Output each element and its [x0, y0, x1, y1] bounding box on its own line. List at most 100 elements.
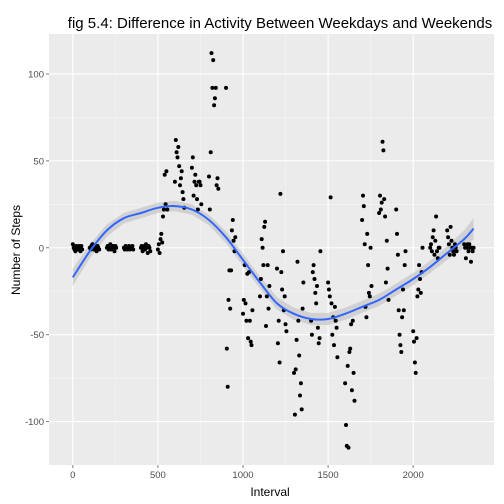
- data-point: [398, 343, 403, 348]
- x-axis-ticks: 0 500 1000 1500 2000: [70, 465, 424, 481]
- data-point: [175, 155, 180, 160]
- data-point: [313, 290, 318, 295]
- data-point: [292, 412, 297, 417]
- data-point: [417, 263, 422, 268]
- data-point: [378, 207, 383, 212]
- data-point: [194, 183, 199, 188]
- data-point: [224, 85, 228, 90]
- data-point: [159, 231, 164, 236]
- data-point: [246, 336, 251, 341]
- data-point: [283, 322, 288, 327]
- y-tick-label: 50: [33, 156, 44, 167]
- data-point: [446, 242, 451, 247]
- data-point: [400, 315, 405, 320]
- smooth-line: [71, 205, 475, 321]
- data-point: [299, 407, 304, 412]
- data-point: [396, 308, 401, 313]
- data-point: [452, 252, 456, 257]
- data-point: [279, 270, 284, 275]
- data-point: [292, 370, 296, 375]
- data-point: [249, 343, 254, 348]
- data-point: [447, 252, 452, 257]
- data-point: [386, 297, 391, 302]
- data-point: [161, 207, 166, 212]
- data-point: [361, 204, 366, 209]
- data-point: [229, 268, 234, 273]
- data-point: [293, 367, 298, 372]
- data-point: [250, 308, 255, 313]
- data-point: [247, 318, 252, 323]
- data-point: [412, 339, 416, 344]
- data-point: [414, 336, 419, 341]
- data-point: [157, 251, 162, 255]
- data-point: [384, 238, 389, 243]
- data-point: [364, 315, 369, 320]
- data-point: [275, 266, 279, 271]
- data-point: [177, 164, 182, 169]
- data-point: [395, 252, 400, 257]
- data-point: [199, 202, 204, 207]
- data-point: [446, 235, 451, 240]
- y-tick-label: -100: [25, 417, 44, 428]
- data-point: [418, 277, 422, 281]
- data-point: [316, 341, 321, 346]
- data-point: [241, 311, 245, 316]
- data-point: [155, 247, 160, 252]
- data-point: [432, 252, 437, 257]
- data-point: [464, 245, 469, 250]
- data-point: [214, 183, 219, 188]
- data-point: [395, 231, 399, 236]
- data-point: [295, 259, 300, 264]
- data-point: [176, 145, 181, 149]
- data-point: [401, 287, 405, 292]
- data-point: [350, 318, 355, 323]
- data-point: [429, 242, 433, 247]
- data-point: [318, 249, 323, 254]
- data-point: [213, 85, 218, 90]
- data-point: [365, 231, 370, 236]
- data-point: [190, 155, 195, 160]
- data-point: [296, 318, 301, 323]
- data-point: [264, 324, 268, 328]
- data-point: [311, 263, 316, 268]
- data-point: [367, 294, 372, 299]
- data-point: [469, 259, 473, 264]
- data-point: [225, 384, 230, 389]
- data-point: [267, 284, 272, 288]
- data-point: [399, 350, 404, 354]
- data-point: [244, 318, 249, 323]
- data-point: [346, 445, 351, 450]
- data-point: [192, 179, 197, 184]
- data-point: [330, 332, 335, 337]
- x-tick-label: 1000: [232, 470, 253, 481]
- data-point: [158, 237, 163, 242]
- data-point: [266, 306, 271, 311]
- data-point: [310, 270, 315, 275]
- data-point: [294, 337, 299, 342]
- data-point: [314, 301, 319, 306]
- data-point: [226, 297, 231, 302]
- data-point: [212, 96, 217, 101]
- data-point: [328, 195, 333, 200]
- data-point: [383, 280, 388, 285]
- data-point: [412, 360, 417, 365]
- data-point: [334, 325, 339, 330]
- data-point: [466, 249, 471, 254]
- data-point: [380, 139, 385, 144]
- data-point: [449, 238, 454, 243]
- x-tick-label: 0: [70, 470, 75, 481]
- data-point: [368, 245, 373, 250]
- data-point: [261, 263, 266, 268]
- data-point: [281, 249, 285, 254]
- data-point: [431, 228, 436, 233]
- data-point: [463, 256, 468, 261]
- data-point: [298, 393, 302, 398]
- data-point: [348, 346, 353, 351]
- data-point: [413, 370, 418, 375]
- data-point: [161, 214, 165, 219]
- data-point: [173, 138, 178, 142]
- data-point: [263, 219, 268, 224]
- data-point: [210, 85, 215, 90]
- data-point: [147, 245, 152, 250]
- data-point: [163, 202, 168, 207]
